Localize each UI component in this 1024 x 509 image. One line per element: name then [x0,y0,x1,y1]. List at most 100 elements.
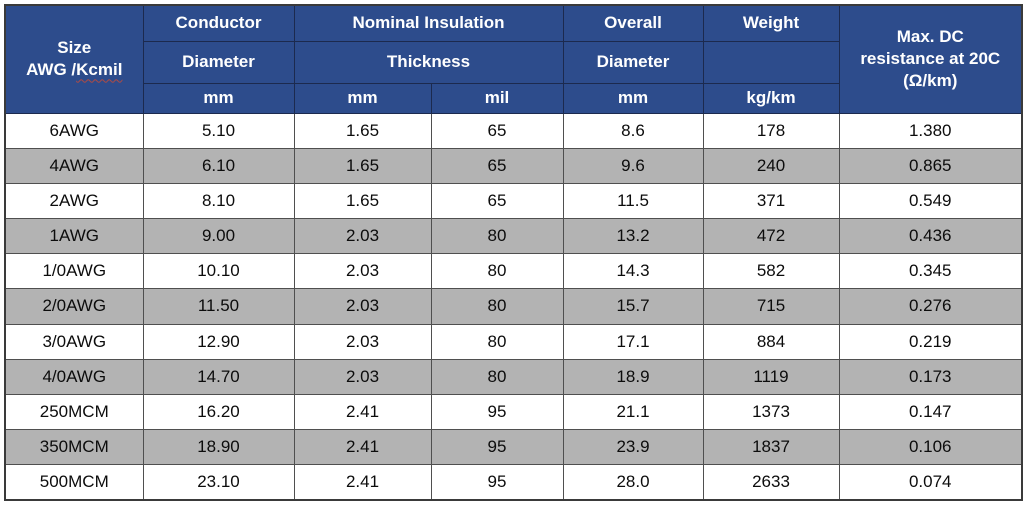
cell-insulation-thickness-mm: 2.03 [293,323,432,360]
header-weight-spacer [702,40,840,84]
cell-size: 350MCM [4,429,144,466]
cell-size: 1/0AWG [4,253,144,290]
table-row: 4/0AWG 14.70 2.03 80 18.9 1119 0.173 [4,358,1023,395]
cell-overall-diameter-mm: 11.5 [562,182,704,220]
cell-insulation-thickness-mil: 80 [430,288,564,325]
table-row: 1AWG 9.00 2.03 80 13.2 472 0.436 [4,218,1023,255]
table-row: 1/0AWG 10.10 2.03 80 14.3 582 0.345 [4,253,1023,290]
header-conductor-diameter: Diameter [142,40,295,84]
cell-insulation-thickness-mm: 2.41 [293,464,432,501]
cell-overall-diameter-mm: 8.6 [562,112,704,149]
cell-size: 2AWG [4,182,144,220]
cell-weight-kg-km: 1373 [702,393,840,431]
header-overall: Overall [562,4,704,42]
table-row: 3/0AWG 12.90 2.03 80 17.1 884 0.219 [4,323,1023,360]
cell-max-dc-resistance: 0.106 [838,429,1023,466]
cell-conductor-diameter-mm: 5.10 [142,112,295,149]
cell-insulation-thickness-mm: 2.03 [293,288,432,325]
cell-insulation-thickness-mm: 1.65 [293,112,432,149]
table-header: Size AWG /Kcmil Conductor Nominal Insula… [4,4,1023,114]
cell-weight-kg-km: 582 [702,253,840,290]
cell-weight-kg-km: 2633 [702,464,840,501]
cell-insulation-thickness-mil: 95 [430,464,564,501]
cell-overall-diameter-mm: 9.6 [562,147,704,184]
table-row: 6AWG 5.10 1.65 65 8.6 178 1.380 [4,112,1023,149]
cell-max-dc-resistance: 0.173 [838,358,1023,395]
header-row-2: Diameter Thickness Diameter [5,40,1022,84]
cell-insulation-thickness-mm: 2.03 [293,358,432,395]
wire-spec-table: Size AWG /Kcmil Conductor Nominal Insula… [4,4,1023,501]
cell-conductor-diameter-mm: 9.00 [142,218,295,255]
cell-size: 500MCM [4,464,144,501]
table-row: 500MCM 23.10 2.41 95 28.0 2633 0.074 [4,464,1023,501]
header-conductor: Conductor [142,4,295,42]
cell-max-dc-resistance: 0.865 [838,147,1023,184]
cell-conductor-diameter-mm: 18.90 [142,429,295,466]
header-resistance-line1: Max. DC [896,27,964,47]
header-size-awg-label: AWG / [26,60,77,80]
header-row-3: mm mm mil mm kg/km [5,82,1022,114]
cell-insulation-thickness-mm: 2.41 [293,393,432,431]
cell-max-dc-resistance: 0.147 [838,393,1023,431]
cell-insulation-thickness-mil: 80 [430,358,564,395]
table-body: 6AWG 5.10 1.65 65 8.6 178 1.380 4AWG 6.10 1.65 65 9… [4,112,1023,501]
cell-overall-diameter-mm: 14.3 [562,253,704,290]
cell-insulation-thickness-mm: 2.41 [293,429,432,466]
header-size-line2: AWG /Kcmil [10,59,139,81]
cell-max-dc-resistance: 0.219 [838,323,1023,360]
cell-size: 4/0AWG [4,358,144,395]
table-row: 4AWG 6.10 1.65 65 9.6 240 0.865 [4,147,1023,184]
cell-insulation-thickness-mm: 1.65 [293,147,432,184]
header-conductor-unit: mm [142,82,295,114]
cell-max-dc-resistance: 0.074 [838,464,1023,501]
cell-overall-diameter-mm: 28.0 [562,464,704,501]
cell-max-dc-resistance: 0.549 [838,182,1023,220]
header-overall-unit: mm [562,82,704,114]
cell-insulation-thickness-mil: 80 [430,323,564,360]
cell-size: 6AWG [4,112,144,149]
cell-overall-diameter-mm: 18.9 [562,358,704,395]
cell-insulation-thickness-mm: 1.65 [293,182,432,220]
cell-conductor-diameter-mm: 14.70 [142,358,295,395]
cell-max-dc-resistance: 0.276 [838,288,1023,325]
cell-insulation-thickness-mil: 65 [430,182,564,220]
table-row: 350MCM 18.90 2.41 95 23.9 1837 0.106 [4,429,1023,466]
cell-conductor-diameter-mm: 16.20 [142,393,295,431]
table-row: 2AWG 8.10 1.65 65 11.5 371 0.549 [4,182,1023,220]
cell-insulation-thickness-mil: 65 [430,147,564,184]
cell-overall-diameter-mm: 21.1 [562,393,704,431]
cell-conductor-diameter-mm: 11.50 [142,288,295,325]
cell-size: 4AWG [4,147,144,184]
cell-conductor-diameter-mm: 8.10 [142,182,295,220]
header-insulation-unit-mm: mm [293,82,432,114]
cell-insulation-thickness-mil: 80 [430,218,564,255]
cell-weight-kg-km: 1837 [702,429,840,466]
cell-max-dc-resistance: 0.345 [838,253,1023,290]
cell-insulation-thickness-mil: 95 [430,429,564,466]
header-thickness: Thickness [293,40,564,84]
cell-insulation-thickness-mil: 65 [430,112,564,149]
header-resistance-line2: resistance at 20C [860,49,1001,69]
cell-weight-kg-km: 715 [702,288,840,325]
header-row-1: Size AWG /Kcmil Conductor Nominal Insula… [4,4,1023,114]
cell-max-dc-resistance: 0.436 [838,218,1023,255]
header-insulation-unit-mil: mil [430,82,564,114]
cell-size: 250MCM [4,393,144,431]
cell-insulation-thickness-mm: 2.03 [293,253,432,290]
header-weight-unit: kg/km [702,82,840,114]
cell-weight-kg-km: 178 [702,112,840,149]
cell-weight-kg-km: 1119 [702,358,840,395]
cell-overall-diameter-mm: 23.9 [562,429,704,466]
cell-overall-diameter-mm: 13.2 [562,218,704,255]
table-row: 2/0AWG 11.50 2.03 80 15.7 715 0.276 [4,288,1023,325]
cell-weight-kg-km: 240 [702,147,840,184]
header-resistance-line3: (Ω/km) [903,71,958,91]
header-weight: Weight [702,4,840,42]
header-overall-diameter: Diameter [562,40,704,84]
cell-conductor-diameter-mm: 12.90 [142,323,295,360]
cell-conductor-diameter-mm: 23.10 [142,464,295,501]
cell-max-dc-resistance: 1.380 [838,112,1023,149]
cell-insulation-thickness-mil: 95 [430,393,564,431]
header-size-kcmil-label: Kcmil [76,60,123,80]
